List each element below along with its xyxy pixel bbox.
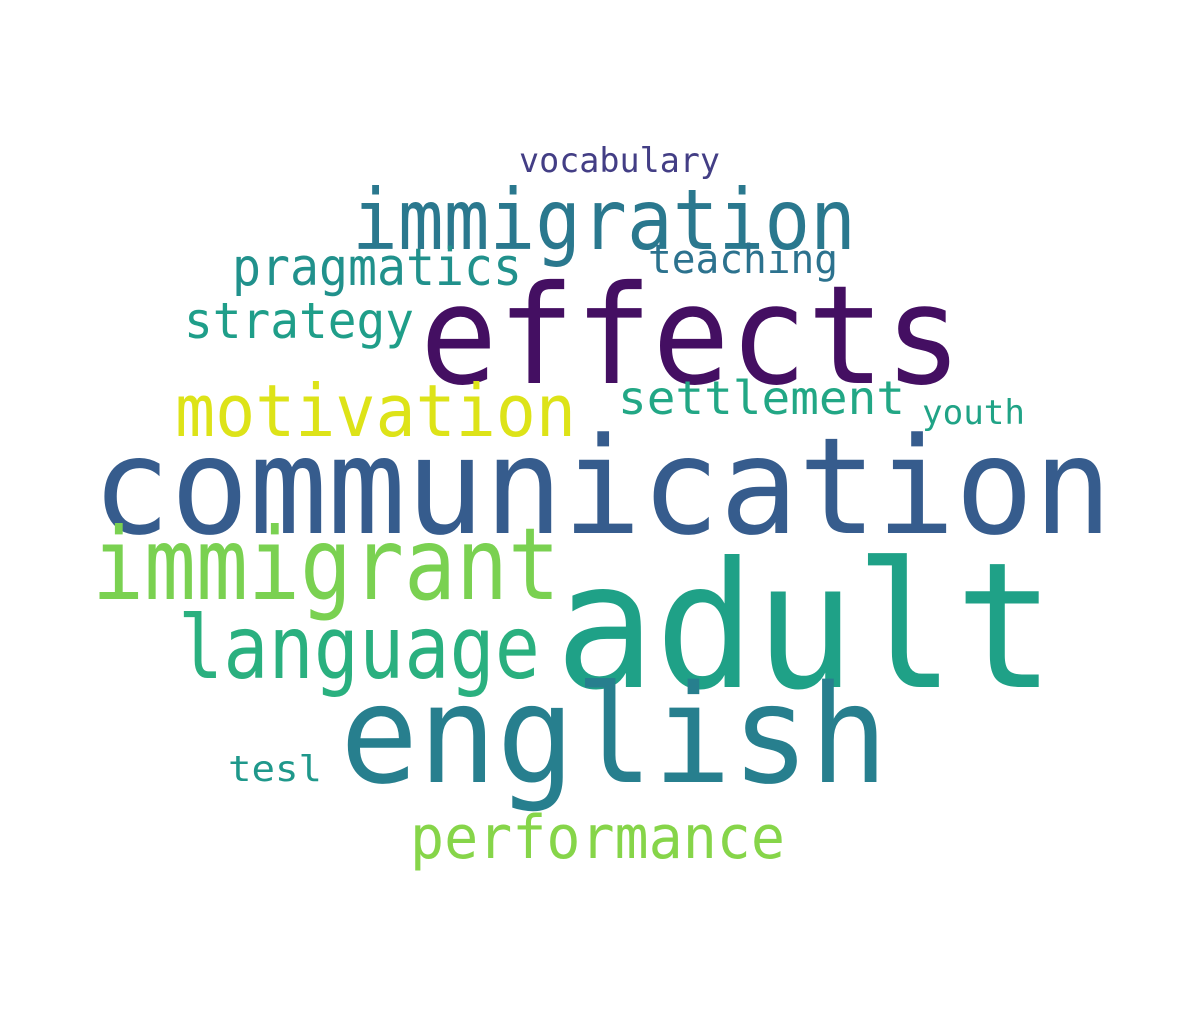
word-effects: effects [420, 257, 962, 416]
word-communication: communication [92, 409, 1113, 565]
word-pragmatics: pragmatics [232, 238, 523, 298]
word-immigration: immigration [352, 171, 857, 269]
word-adult: adult [555, 526, 1055, 729]
word-english: english [340, 657, 888, 815]
word-youth: youth [922, 393, 1026, 433]
word-motivation: motivation [175, 369, 577, 453]
word-settlement: settlement [618, 371, 906, 425]
word-tesl: tesl [228, 749, 323, 790]
word-teaching: teaching [648, 237, 838, 283]
word-performance: performance [410, 803, 785, 873]
word-language: language [178, 597, 541, 699]
word-strategy: strategy [184, 292, 414, 350]
word-vocabulary: vocabulary [519, 141, 720, 181]
word-immigrant: immigrant [92, 506, 561, 623]
